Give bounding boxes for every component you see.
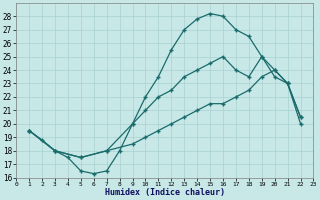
X-axis label: Humidex (Indice chaleur): Humidex (Indice chaleur) — [105, 188, 225, 197]
